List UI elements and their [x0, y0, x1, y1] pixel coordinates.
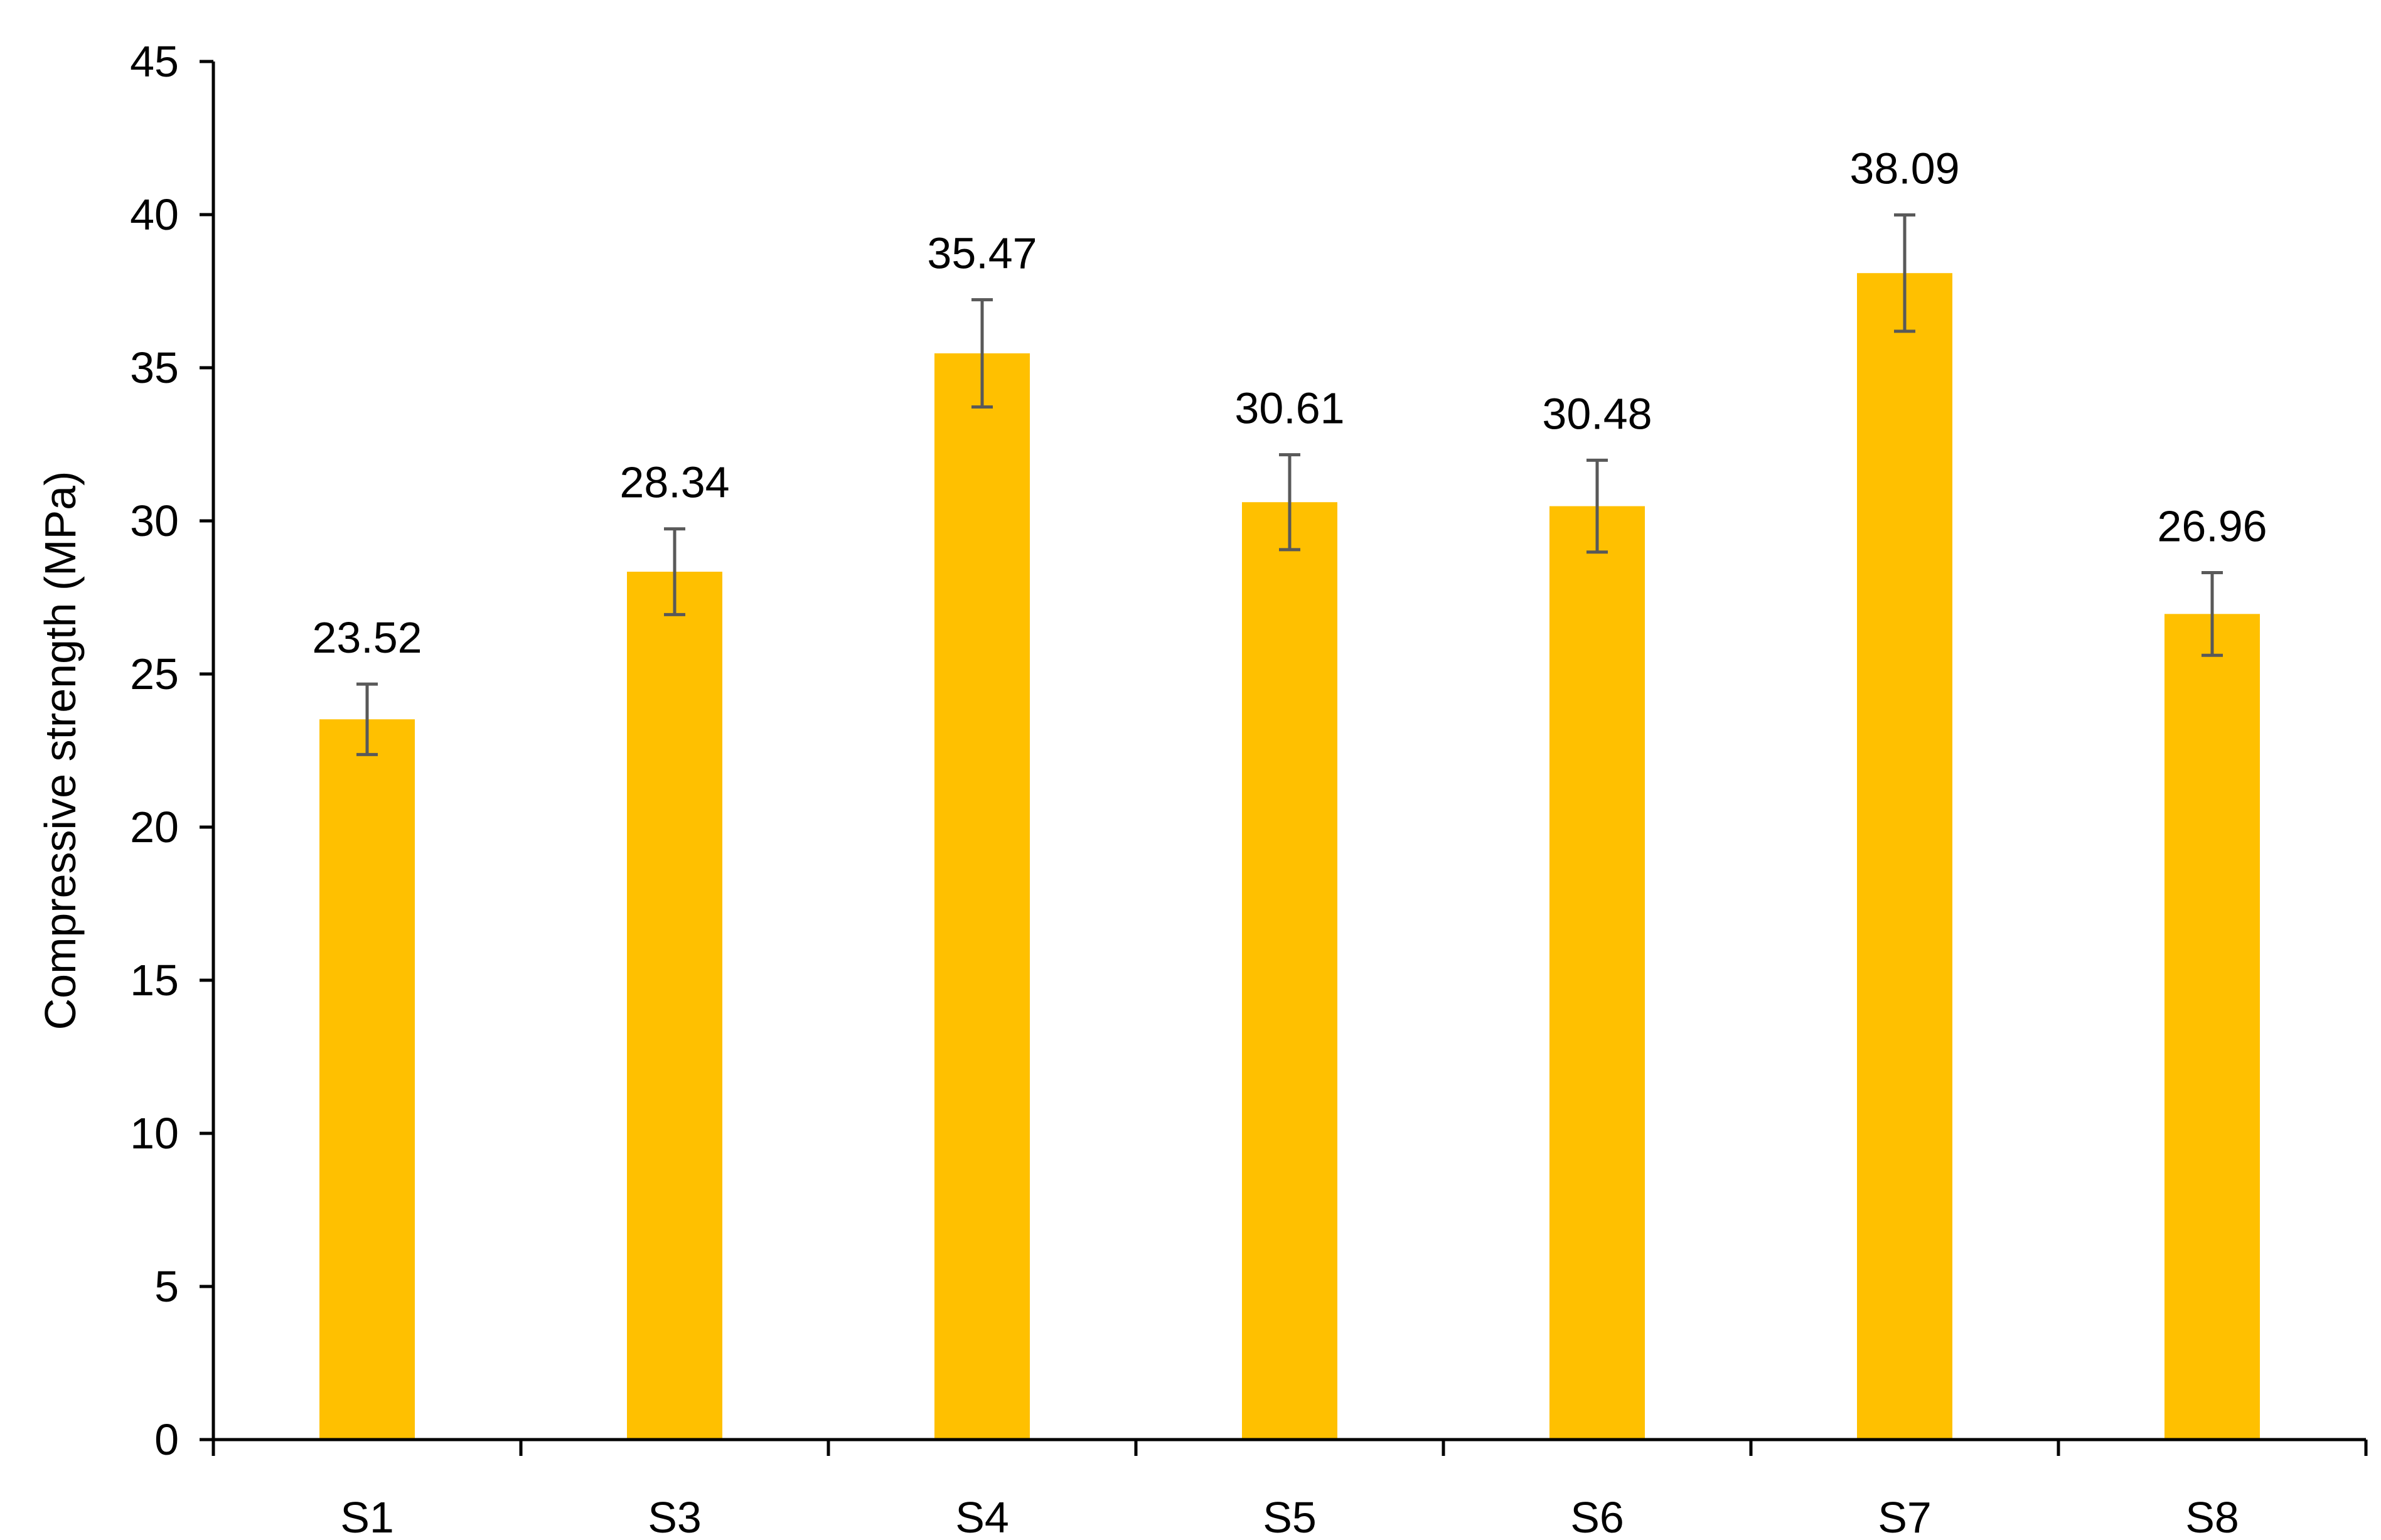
bars-layer	[319, 273, 2260, 1440]
error-bars-layer	[356, 213, 2223, 756]
error-bar	[971, 298, 993, 409]
error-bar	[2202, 570, 2223, 657]
y-tick-label: 20	[130, 803, 179, 852]
data-label: 30.48	[1542, 389, 1652, 438]
x-tick-label: S4	[955, 1493, 1009, 1537]
y-axis-title: Compressive strength (MPa)	[36, 471, 85, 1030]
data-label: 38.09	[1849, 144, 1959, 193]
bar	[2164, 614, 2260, 1440]
y-tick-label: 0	[154, 1415, 179, 1464]
error-bar	[664, 527, 685, 616]
x-tick-label: S7	[1878, 1493, 1932, 1537]
y-tick-label: 25	[130, 650, 179, 698]
x-tick-label: S1	[340, 1493, 394, 1537]
axes-layer: S1 S3 S4 S5 S6 S7 S8 0 5 10 15 20 25 30 35 40 45	[130, 37, 2368, 1540]
error-bar	[1279, 453, 1300, 552]
x-tick-label: S5	[1263, 1493, 1317, 1537]
data-label: 35.47	[927, 229, 1037, 278]
error-bar	[1894, 213, 1915, 333]
y-tick-label: 45	[130, 37, 179, 86]
error-bar	[356, 682, 378, 756]
x-tick-label: S6	[1570, 1493, 1624, 1537]
data-label: 30.61	[1234, 384, 1344, 433]
bar	[627, 572, 722, 1440]
data-labels-layer: 23.52 28.34 35.47 30.61 30.48 38.09 26.96	[312, 144, 2267, 662]
y-tick-label: 15	[130, 956, 179, 1005]
bar	[1242, 502, 1337, 1440]
bar	[1857, 273, 1952, 1440]
data-label: 28.34	[619, 458, 729, 507]
x-tick-label: S8	[2185, 1493, 2239, 1537]
bar	[934, 353, 1030, 1440]
x-tick-label: S3	[648, 1493, 702, 1537]
data-label: 26.96	[2157, 501, 2267, 550]
y-tick-label: 10	[130, 1109, 179, 1158]
bar	[319, 719, 415, 1440]
bar	[1549, 506, 1645, 1440]
y-tick-label: 30	[130, 496, 179, 545]
y-tick-label: 35	[130, 343, 179, 392]
data-label: 23.52	[312, 613, 422, 662]
error-bar	[1586, 458, 1608, 554]
y-tick-label: 40	[130, 190, 179, 239]
y-tick-label: 5	[154, 1262, 179, 1311]
